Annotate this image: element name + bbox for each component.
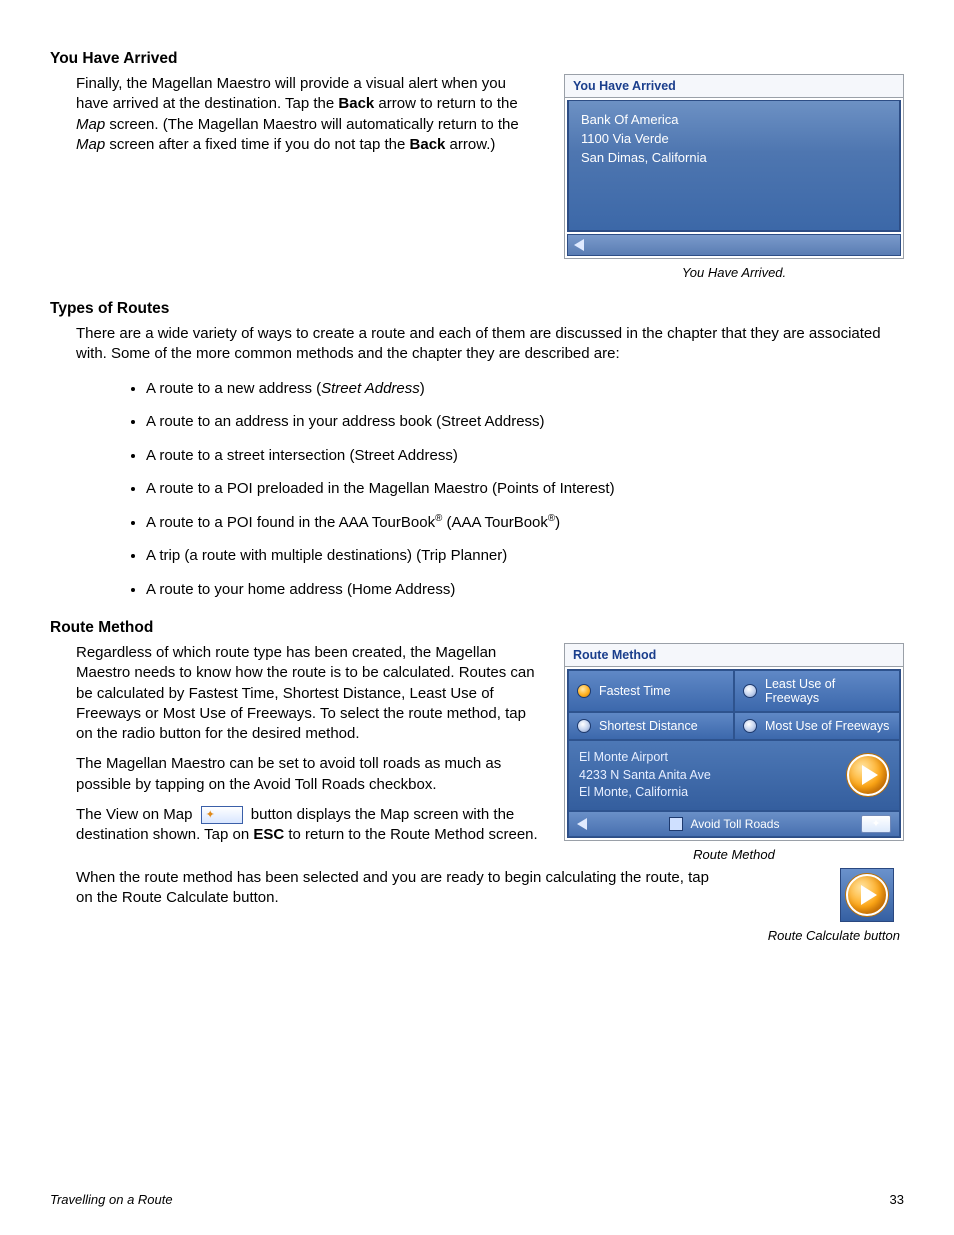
footer-section: Travelling on a Route	[50, 1192, 173, 1207]
rm-para3: The View on Map button displays the Map …	[76, 805, 542, 846]
opt-label: Most Use of Freeways	[765, 719, 889, 733]
text-bold: ESC	[253, 826, 284, 843]
rm-para4: When the route method has been selected …	[76, 868, 722, 909]
dest-street: 4233 N Santa Anita Ave	[579, 767, 711, 785]
text: arrow to return to the	[374, 95, 517, 112]
heading-arrived: You Have Arrived	[50, 50, 904, 68]
heading-route-method: Route Method	[50, 619, 904, 637]
opt-least-freeways[interactable]: Least Use of Freeways	[734, 670, 900, 712]
text: screen. (The Magellan Maestro will autom…	[105, 116, 519, 133]
play-arrow-icon	[846, 874, 888, 916]
page-number: 33	[890, 1192, 904, 1207]
rm-para1: Regardless of which route type has been …	[76, 643, 542, 744]
list-item: A route to a POI found in the AAA TourBo…	[146, 513, 904, 533]
arrived-paragraph: Finally, the Magellan Maestro will provi…	[76, 74, 542, 155]
opt-label: Least Use of Freeways	[765, 677, 891, 705]
list-item: A route to your home address (Home Addre…	[146, 580, 904, 600]
list-item: A route to a POI preloaded in the Magell…	[146, 479, 904, 499]
text-italic: Map	[76, 136, 105, 153]
list-item: A route to a street intersection (Street…	[146, 446, 904, 466]
text-bold: Back	[338, 95, 374, 112]
opt-label: Shortest Distance	[599, 719, 698, 733]
radio-icon	[577, 719, 591, 733]
dest-name: Bank Of America	[581, 111, 887, 130]
page-footer: Travelling on a Route 33	[50, 1192, 904, 1207]
opt-most-freeways[interactable]: Most Use of Freeways	[734, 712, 900, 740]
arrived-footer	[567, 234, 901, 256]
text-italic: Map	[76, 116, 105, 133]
arrived-caption: You Have Arrived.	[564, 265, 904, 280]
types-intro: There are a wide variety of ways to crea…	[76, 324, 904, 365]
opt-fastest-time[interactable]: Fastest Time	[568, 670, 734, 712]
back-arrow-icon[interactable]	[577, 818, 587, 830]
view-on-map-inline-icon	[201, 806, 243, 824]
radio-icon	[577, 684, 591, 698]
route-method-screenshot: Route Method Fastest Time Least Use of F…	[564, 643, 904, 841]
calc-caption: Route Calculate button	[744, 928, 900, 943]
back-arrow-icon[interactable]	[574, 239, 584, 251]
avoid-tolls-checkbox[interactable]	[669, 817, 683, 831]
text: arrow.)	[445, 136, 495, 153]
rm-caption: Route Method	[564, 847, 904, 862]
heading-types: Types of Routes	[50, 300, 904, 318]
radio-icon	[743, 684, 757, 698]
list-item: A route to a new address (Street Address…	[146, 379, 904, 399]
avoid-tolls-label: Avoid Toll Roads	[691, 817, 780, 831]
route-calculate-button-figure	[840, 868, 894, 922]
radio-icon	[743, 719, 757, 733]
text: to return to the Route Method screen.	[284, 826, 537, 843]
text: screen after a fixed time if you do not …	[105, 136, 409, 153]
opt-label: Fastest Time	[599, 684, 671, 698]
arrived-body: Bank Of America 1100 Via Verde San Dimas…	[567, 100, 901, 232]
route-types-list: A route to a new address (Street Address…	[126, 379, 904, 600]
shot-title: Route Method	[565, 644, 903, 667]
dest-city: El Monte, California	[579, 784, 711, 802]
text: The View on Map	[76, 806, 197, 823]
arrived-screenshot: You Have Arrived Bank Of America 1100 Vi…	[564, 74, 904, 259]
dest-city: San Dimas, California	[581, 149, 887, 168]
dest-name: El Monte Airport	[579, 749, 711, 767]
shot-title: You Have Arrived	[565, 75, 903, 98]
opt-shortest-distance[interactable]: Shortest Distance	[568, 712, 734, 740]
view-on-map-button[interactable]: ✦	[861, 815, 891, 833]
list-item: A route to an address in your address bo…	[146, 412, 904, 432]
dest-street: 1100 Via Verde	[581, 130, 887, 149]
list-item: A trip (a route with multiple destinatio…	[146, 546, 904, 566]
destination-block: El Monte Airport 4233 N Santa Anita Ave …	[568, 740, 900, 811]
calculate-route-button[interactable]	[847, 754, 889, 796]
text-bold: Back	[410, 136, 446, 153]
rm-para2: The Magellan Maestro can be set to avoid…	[76, 754, 542, 795]
